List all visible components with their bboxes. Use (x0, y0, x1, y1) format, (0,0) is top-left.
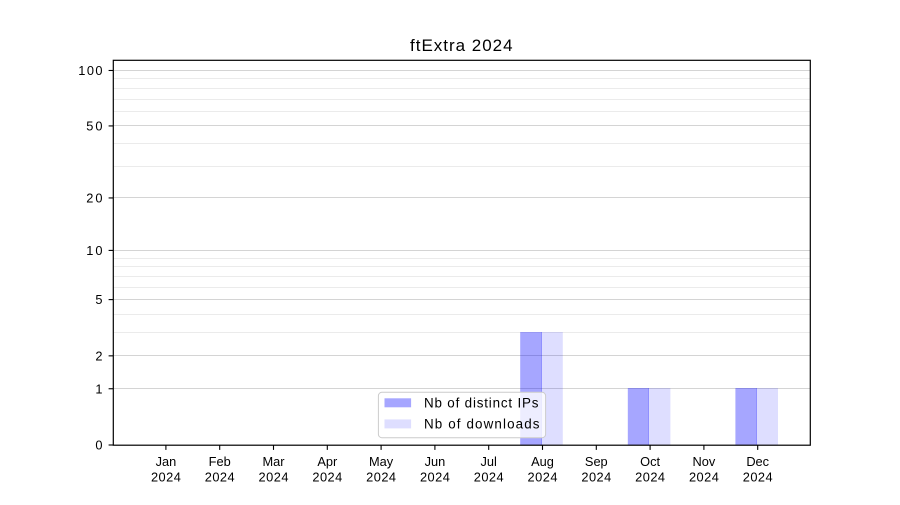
svg-text:Sep: Sep (585, 454, 608, 469)
svg-text:2024: 2024 (259, 469, 289, 484)
svg-text:Nov: Nov (693, 454, 716, 469)
svg-text:Dec: Dec (746, 454, 769, 469)
svg-text:Jan: Jan (156, 454, 177, 469)
svg-text:Aug: Aug (531, 454, 554, 469)
svg-text:2024: 2024 (474, 469, 504, 484)
svg-text:2024: 2024 (151, 469, 181, 484)
svg-text:20: 20 (86, 191, 102, 206)
svg-text:Oct: Oct (640, 454, 660, 469)
svg-text:2024: 2024 (312, 469, 342, 484)
svg-text:2: 2 (95, 348, 102, 363)
svg-text:Mar: Mar (262, 454, 285, 469)
svg-text:2024: 2024 (366, 469, 396, 484)
svg-text:0: 0 (95, 438, 102, 453)
svg-text:100: 100 (78, 63, 102, 78)
svg-text:May: May (369, 454, 394, 469)
svg-text:1: 1 (95, 381, 102, 396)
svg-text:10: 10 (86, 243, 102, 258)
svg-text:2024: 2024 (420, 469, 450, 484)
svg-text:Nb of distinct IPs: Nb of distinct IPs (424, 396, 539, 411)
svg-text:ftExtra 2024: ftExtra 2024 (410, 36, 513, 55)
svg-text:50: 50 (86, 119, 102, 134)
svg-text:Feb: Feb (209, 454, 231, 469)
svg-text:2024: 2024 (528, 469, 558, 484)
svg-text:2024: 2024 (205, 469, 235, 484)
svg-text:2024: 2024 (581, 469, 611, 484)
svg-text:5: 5 (95, 292, 102, 307)
svg-text:2024: 2024 (689, 469, 719, 484)
svg-text:Apr: Apr (317, 454, 338, 469)
svg-text:2024: 2024 (635, 469, 665, 484)
svg-text:Jun: Jun (425, 454, 446, 469)
svg-text:Nb of downloads: Nb of downloads (424, 417, 540, 432)
svg-text:2024: 2024 (743, 469, 773, 484)
svg-text:Jul: Jul (481, 454, 497, 469)
